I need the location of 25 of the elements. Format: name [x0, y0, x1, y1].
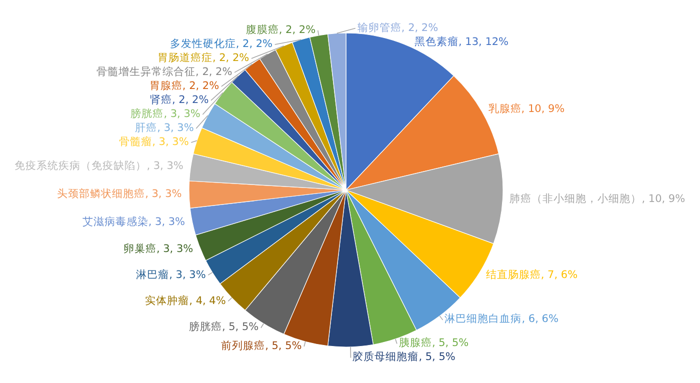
slice-label: 淋巴细胞白血病, 6, 6% — [444, 313, 558, 326]
slice-label: 多发性硬化症, 2, 2% — [170, 38, 273, 50]
slice-label: 前列腺癌, 5, 5% — [221, 340, 302, 352]
slice-label: 头颈部鳞状细胞癌, 3, 3% — [57, 188, 182, 201]
slice-label: 淋巴瘤, 3, 3% — [136, 268, 206, 282]
slice-label: 黑色素瘤, 13, 12% — [414, 36, 509, 48]
slice-label: 胃腺癌, 2, 2% — [149, 80, 220, 92]
slice-label: 胶质母细胞瘤, 5, 5% — [352, 351, 456, 364]
slice-label: 胰腺癌, 5, 5% — [398, 337, 469, 350]
slice-label: 免疫系统疾病（免疫缺陷）, 3, 3% — [14, 160, 184, 173]
slice-label: 乳腺癌, 10, 9% — [488, 102, 565, 115]
slice-label: 肾癌, 2, 2% — [150, 94, 209, 106]
slice-label: 结直肠腺癌, 7, 6% — [486, 268, 578, 282]
slice-label: 膀胱癌, 3, 3% — [130, 108, 200, 120]
slice-label: 输卵管癌, 2, 2% — [357, 22, 438, 34]
slice-label: 艾滋病毒感染, 3, 3% — [82, 216, 186, 229]
slice-label: 胃肠道癌症, 2, 2% — [157, 52, 250, 64]
slice-label: 实体肿瘤, 4, 4% — [145, 294, 226, 308]
slice-label: 肝癌, 3, 3% — [135, 122, 194, 134]
slice-label: 膀胱癌, 5, 5% — [188, 321, 259, 334]
slice-label: 腹膜癌, 2, 2% — [246, 24, 316, 36]
slice-label: 卵巢癌, 3, 3% — [123, 243, 194, 256]
slice-label: 骨髓增生异常综合征, 2, 2% — [96, 66, 232, 78]
slice-label: 肺癌（非小细胞，小细胞）, 10, 9% — [510, 192, 686, 206]
slice-label: 骨髓瘤, 3, 3% — [119, 136, 189, 148]
